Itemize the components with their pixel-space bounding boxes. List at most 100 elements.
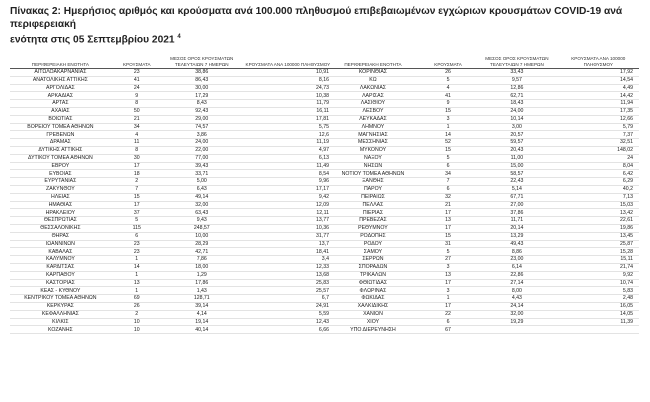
cell-unit: ΚΕΝΤΡΙΚΟΥ ΤΟΜΕΑ ΑΘΗΝΩΝ [10, 294, 111, 303]
table-row: ΗΡΑΚΛΕΙΟΥ 37 63,43 12,11 [10, 208, 335, 218]
cell-unit: ΚΕΡΚΥΡΑΣ [10, 302, 111, 311]
cell-cases: 13 [419, 216, 477, 225]
cell-per100k: 13,7 [240, 240, 335, 249]
cell-cases: 32 [419, 193, 477, 202]
table-row: ΖΑΚΥΝΘΟΥ 7 6,43 17,17 [10, 185, 335, 194]
cell-per100k: 18,41 [240, 247, 335, 257]
cell-per100k: 16,05 [557, 302, 639, 311]
cell-per100k: 6,42 [557, 169, 639, 179]
cell-avg7: 24,14 [476, 302, 558, 311]
table-row: ΕΥΡΥΤΑΝΙΑΣ 2 5,00 9,96 [10, 177, 335, 186]
table-row: ΘΕΣΣΑΛΟΝΙΚΗΣ 115 248,57 10,36 [10, 224, 335, 233]
cell-unit: ΣΑΜΟΥ [326, 247, 420, 257]
cell-cases: 17 [110, 201, 163, 210]
cell-per100k: 21,74 [557, 263, 639, 272]
cell-cases: 31 [419, 240, 477, 249]
table-row: ΚΑΡΠΑΘΟΥ 1 1,29 13,68 [10, 271, 335, 280]
cell-per100k: 8,04 [557, 162, 639, 171]
table-row: ΚΕΑΣ - ΚΥΘΝΟΥ 1 1,43 25,57 [10, 286, 335, 296]
cell-per100k: 6,7 [240, 294, 335, 303]
cell-per100k: 12,09 [240, 201, 335, 210]
table-row: ΛΑΚΩΝΙΑΣ 4 12,86 4,49 [326, 84, 639, 93]
cell-avg7: 39,14 [162, 302, 241, 311]
table-row: ΙΩΑΝΝΙΝΩΝ 23 28,29 13,7 [10, 240, 335, 249]
cell-unit: ΚΕΦΑΛΛΗΝΙΑΣ [10, 310, 111, 319]
right-header-row: ΠΕΡΙΦΕΡΕΙΑΚΗ ΕΝΟΤΗΤΑ ΚΡΟΥΣΜΑΤΑ ΜΕΣΟΣ ΟΡΟ… [326, 49, 639, 69]
table-row: ΛΑΡΙΣΑΣ 41 62,71 14,42 [326, 91, 639, 101]
cell-unit: ΠΙΕΡΙΑΣ [326, 208, 420, 218]
cell-avg7: 58,57 [476, 169, 558, 179]
cell-unit: ΚΟΖΑΝΗΣ [10, 325, 111, 335]
cell-avg7: 18,00 [162, 263, 241, 272]
table-row: ΕΒΡΟΥ 17 39,43 11,49 [10, 162, 335, 171]
cell-per100k: 25,87 [557, 240, 639, 249]
table-row: ΤΡΙΚΑΛΩΝ 13 22,86 9,92 [326, 271, 639, 280]
cell-avg7: 74,57 [162, 123, 241, 132]
cell-unit: ΑΧΑΪΑΣ [10, 107, 111, 116]
cell-cases: 37 [110, 208, 163, 218]
table-row: ΜΕΣΣΗΝΙΑΣ 52 59,57 32,51 [326, 138, 639, 147]
cell-avg7: 86,43 [162, 76, 241, 85]
cell-unit: ΦΛΩΡΙΝΑΣ [326, 286, 420, 296]
cell-per100k: 12,11 [240, 208, 335, 218]
cell-unit: ΚΙΛΚΙΣ [10, 318, 111, 327]
table-row: ΚΟΖΑΝΗΣ 10 40,14 6,66 [10, 325, 335, 335]
cell-unit: ΧΙΟΥ [326, 318, 420, 327]
cell-cases: 9 [110, 91, 163, 101]
cell-avg7: 1,29 [162, 271, 241, 280]
table-row: ΛΕΥΚΑΔΑΣ 3 10,14 12,66 [326, 115, 639, 124]
cell-cases: 23 [110, 68, 163, 77]
cell-avg7: 20,14 [476, 224, 558, 233]
cell-avg7: 10,14 [476, 115, 558, 124]
table-row: ΑΡΤΑΣ 8 8,43 11,79 [10, 99, 335, 108]
table-row: ΑΧΑΪΑΣ 50 92,43 16,11 [10, 107, 335, 116]
cell-unit: ΘΕΣΠΡΩΤΙΑΣ [10, 216, 111, 225]
cell-avg7: 24,00 [476, 107, 558, 116]
right-table: ΠΕΡΙΦΕΡΕΙΑΚΗ ΕΝΟΤΗΤΑ ΚΡΟΥΣΜΑΤΑ ΜΕΣΟΣ ΟΡΟ… [326, 49, 639, 335]
cell-unit: ΧΑΛΚΙΔΙΚΗΣ [326, 302, 420, 311]
cell-unit: ΤΡΙΚΑΛΩΝ [326, 271, 420, 280]
cell-unit: ΝΗΣΩΝ [326, 162, 420, 171]
cell-unit: ΑΙΤΩΛΟΑΚΑΡΝΑΝΙΑΣ [10, 68, 111, 77]
table-row: ΔΥΤΙΚΗΣ ΑΤΤΙΚΗΣ 8 22,00 4,97 [10, 146, 335, 155]
table-row: ΚΕΡΚΥΡΑΣ 26 39,14 24,91 [10, 302, 335, 311]
cell-cases: 27 [419, 255, 477, 264]
cell-avg7: 1,43 [162, 286, 241, 296]
cell-avg7 [476, 325, 558, 335]
cell-cases: 5 [419, 247, 477, 257]
cell-per100k: 17,17 [240, 185, 335, 194]
cell-per100k: 6,29 [557, 177, 639, 186]
cell-unit: ΒΟΙΩΤΙΑΣ [10, 115, 111, 124]
cell-unit: ΚΑΒΑΛΑΣ [10, 247, 111, 257]
cell-unit: ΡΟΔΟΠΗΣ [326, 232, 420, 241]
cell-per100k: 3,4 [240, 255, 335, 264]
cell-cases: 34 [110, 123, 163, 132]
cell-cases: 17 [419, 208, 477, 218]
table-row: ΠΕΛΛΑΣ 21 27,00 15,03 [326, 201, 639, 210]
cell-per100k: 25,83 [240, 279, 335, 288]
cell-unit: ΒΟΡΕΙΟΥ ΤΟΜΕΑ ΑΘΗΝΩΝ [10, 123, 111, 132]
cell-per100k: 10,74 [557, 279, 639, 288]
cell-cases: 3 [419, 115, 477, 124]
table-row: ΚΑΡΔΙΤΣΑΣ 14 18,00 12,33 [10, 263, 335, 272]
cell-cases: 1 [110, 286, 163, 296]
cell-per100k: 6,66 [240, 325, 335, 335]
cell-cases: 1 [110, 271, 163, 280]
cell-cases: 52 [419, 138, 477, 147]
cell-cases: 22 [419, 310, 477, 319]
cell-avg7: 20,43 [476, 146, 558, 155]
cell-per100k: 12,33 [240, 263, 335, 272]
table-row: ΘΗΡΑΣ 6 10,00 31,77 [10, 232, 335, 241]
cell-cases: 17 [419, 279, 477, 288]
table-row: ΚΙΛΚΙΣ 10 19,14 12,43 [10, 318, 335, 327]
cell-per100k: 2,48 [557, 294, 639, 303]
cell-unit: ΑΡΓΟΛΙΔΑΣ [10, 84, 111, 93]
cell-unit: ΜΑΓΝΗΣΙΑΣ [326, 130, 420, 140]
cell-unit: ΞΑΝΘΗΣ [326, 177, 420, 186]
cell-cases: 2 [110, 310, 163, 319]
cell-cases: 4 [419, 84, 477, 93]
cell-avg7: 15,00 [476, 162, 558, 171]
cell-cases: 15 [419, 107, 477, 116]
cell-cases: 30 [110, 154, 163, 163]
table-row: ΚΩ 5 9,57 14,54 [326, 76, 639, 85]
